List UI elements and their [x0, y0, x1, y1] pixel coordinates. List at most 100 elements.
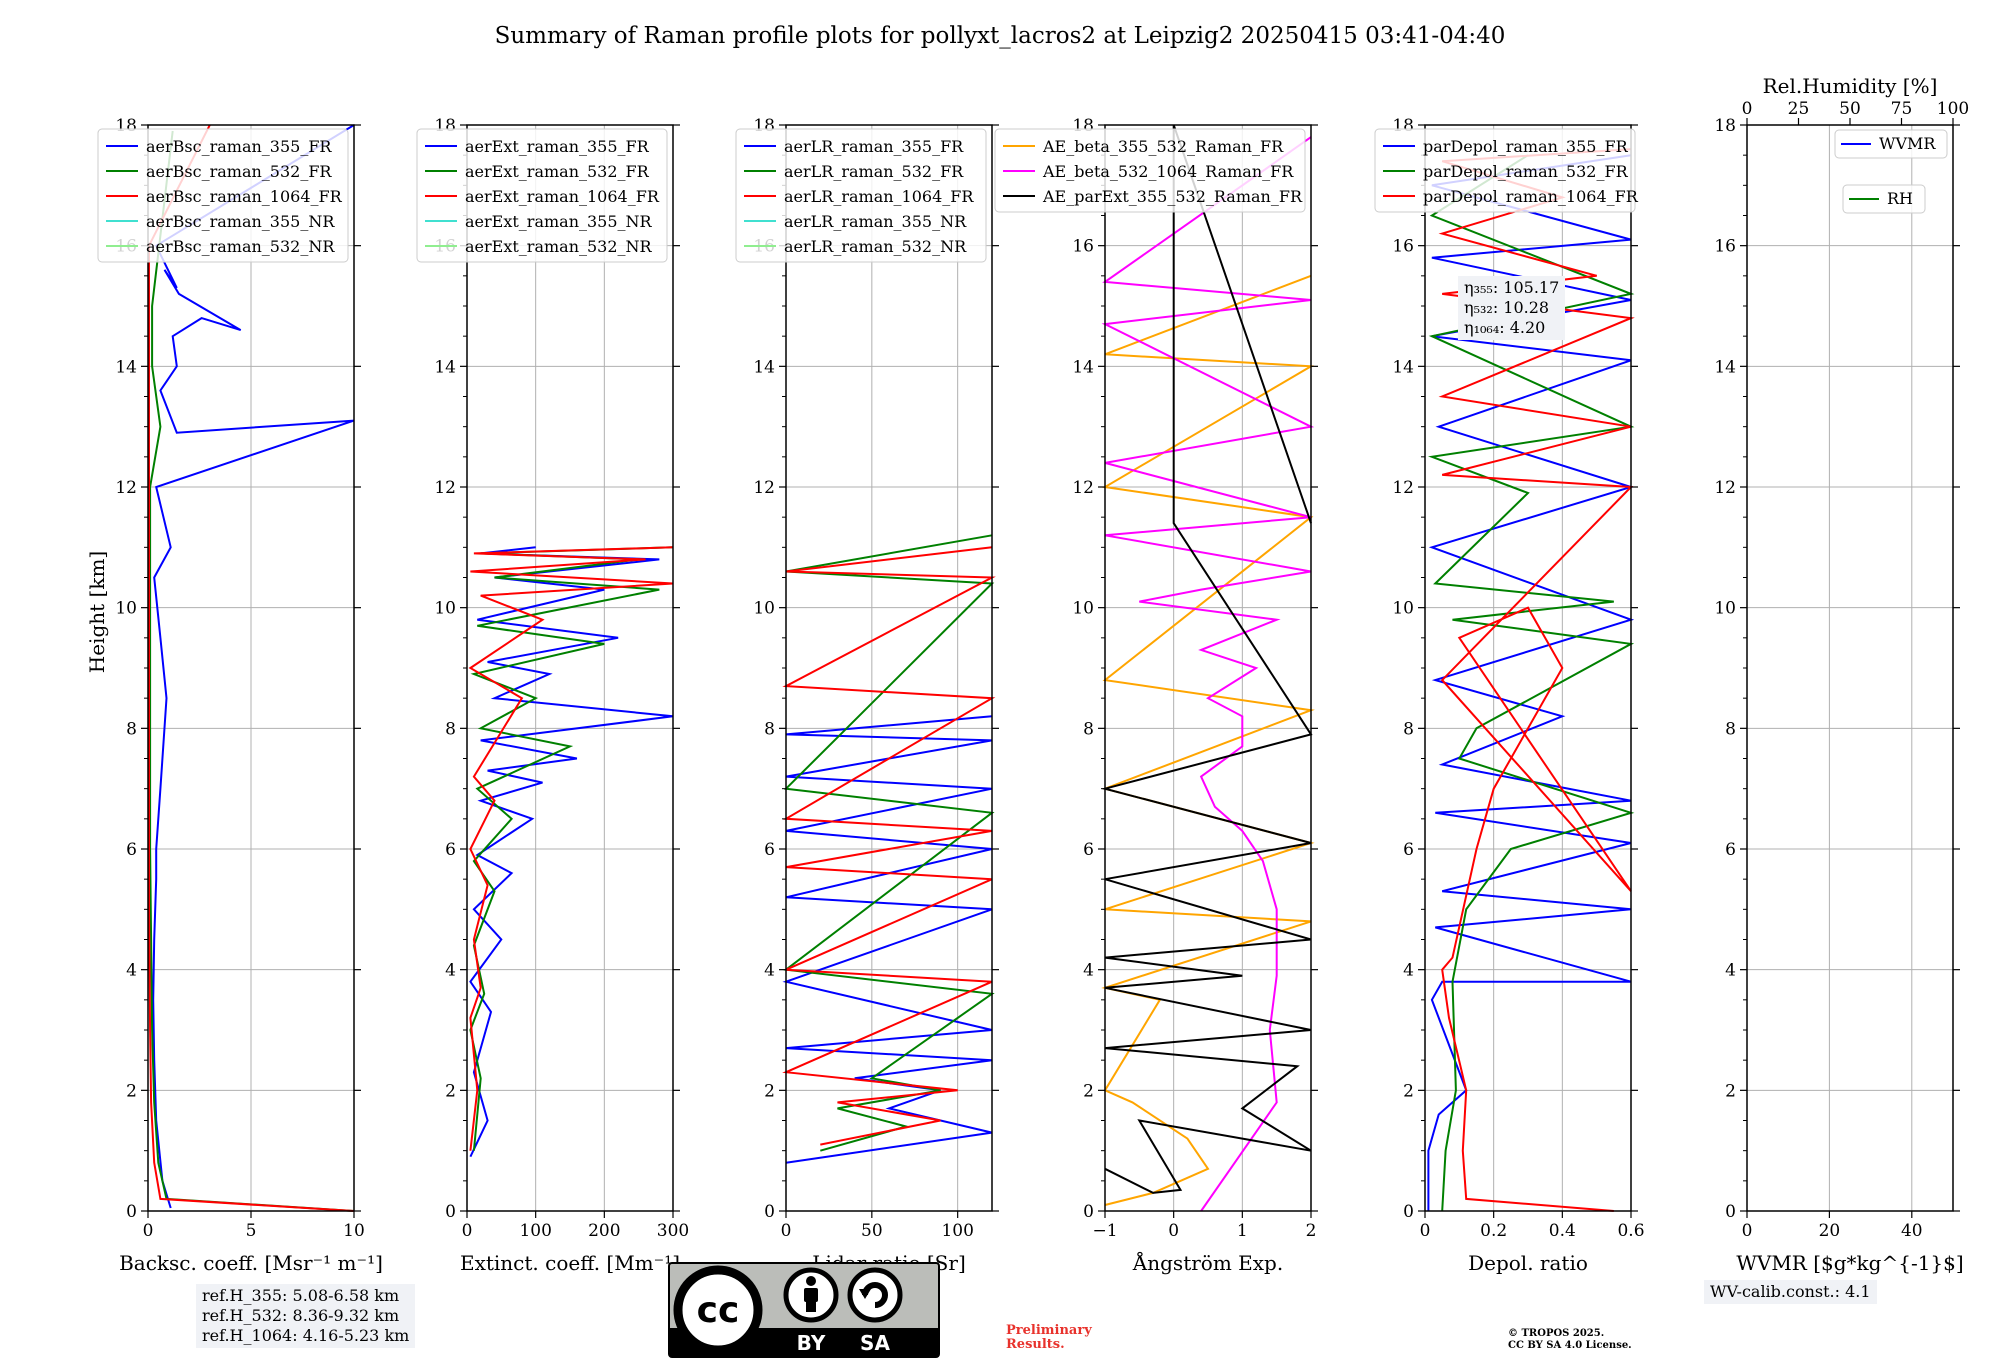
- ref-height-1064: ref.H_1064: 4.16-5.23 km: [202, 1326, 410, 1345]
- legend-label: aerExt_raman_355_NR: [465, 212, 653, 231]
- y-tick-label: 6: [1083, 840, 1094, 860]
- x-tick-label: 5: [246, 1221, 257, 1241]
- y-tick-label: 2: [1403, 1081, 1414, 1101]
- x-tick-label: 0.2: [1480, 1221, 1507, 1241]
- series-line: [1101, 274, 1315, 1206]
- ref-height-355: ref.H_355: 5.08-6.58 km: [202, 1286, 400, 1305]
- y-tick-label: 14: [434, 357, 456, 377]
- x-tick-label: 40: [1901, 1221, 1923, 1241]
- x-axis-label: WVMR [$g*kg^{-1}$]: [1736, 1251, 1963, 1275]
- copyright-note: © TROPOS 2025. CC BY SA 4.0 License.: [1508, 1328, 1632, 1352]
- legend: parDepol_raman_355_FR parDepol_raman_532_…: [1374, 128, 1639, 213]
- y-tick-label: 4: [1403, 961, 1414, 981]
- legend-wvmr: WVMR: [1834, 129, 1948, 159]
- y-tick-label: 8: [1083, 719, 1094, 739]
- y-tick-label: 4: [1725, 961, 1736, 981]
- y-tick-label: 12: [434, 478, 456, 498]
- y-tick-label: 10: [1392, 599, 1414, 619]
- y-tick-label: 8: [764, 719, 775, 739]
- y-tick-label: 6: [1725, 840, 1736, 860]
- legend: aerBsc_raman_355_FR aerBsc_raman_532_FRae…: [97, 128, 349, 263]
- legend-label: parDepol_raman_532_FR: [1423, 162, 1629, 181]
- by-label: BY: [797, 1331, 826, 1355]
- y-tick-label: 10: [1714, 599, 1736, 619]
- plot-frame: [1746, 124, 1954, 1212]
- x-tick-label: 10: [343, 1221, 365, 1241]
- y-tick-label: 0: [1083, 1202, 1094, 1222]
- panel-lidar-ratio: 050100024681012141618Lidar ratio [Sr]aer…: [735, 116, 999, 1275]
- series-line: [1101, 136, 1315, 1212]
- panel-backscatter: 0510024681012141618Backsc. coeff. [Msr⁻¹…: [97, 116, 383, 1275]
- legend-label: aerLR_raman_355_NR: [784, 212, 967, 231]
- x-tick-label: 100: [941, 1221, 973, 1241]
- legend-box: [1842, 184, 1926, 214]
- y-tick-label: 10: [115, 599, 137, 619]
- y-tick-label: 10: [753, 599, 775, 619]
- legend-label: aerExt_raman_1064_FR: [465, 187, 660, 206]
- x-tick-label: 2: [1306, 1221, 1317, 1241]
- eta-box: η₃₅₅: 105.17 η₅₃₂: 10.28 η₁₀₆₄: 4.20: [1458, 276, 1566, 340]
- legend-label: AE_beta_355_532_Raman_FR: [1042, 137, 1284, 156]
- x-axis-label: Extinct. coeff. [Mm⁻¹]: [460, 1251, 680, 1275]
- attribution-icon: [783, 1267, 839, 1323]
- legend-label: RH: [1887, 189, 1913, 208]
- x-axis-label: Ångström Exp.: [1132, 1250, 1283, 1275]
- legend-label: AE_parExt_355_532_Raman_FR: [1042, 187, 1303, 206]
- y-tick-label: 4: [1083, 961, 1094, 981]
- preliminary-line-1: Preliminary: [1006, 1323, 1092, 1338]
- panel-wvmr: 0 20 40 0 2 4 6 8 10 12 14 16 18 WVMR [$g*kg^{-1}$] 0 2…: [1714, 74, 1969, 1275]
- series-line: [782, 715, 993, 1164]
- y-tick-label: 10: [1072, 599, 1094, 619]
- share-alike-icon: [847, 1267, 903, 1323]
- legend-label: AE_beta_532_1064_Raman_FR: [1042, 162, 1294, 181]
- y-tick-label: 12: [1072, 478, 1094, 498]
- legend-label: aerBsc_raman_532_NR: [146, 237, 335, 256]
- y-tick-label: 0: [445, 1202, 456, 1222]
- y-tick-label: 0: [1725, 1202, 1736, 1222]
- x-tick-label: 0: [1168, 1221, 1179, 1241]
- y-tick-label: 0: [126, 1202, 137, 1222]
- cc-by-sa-logo: cc BY SA: [668, 1262, 940, 1358]
- y-tick-label: 6: [764, 840, 775, 860]
- x-tick-label: 200: [588, 1221, 620, 1241]
- legend-label: aerBsc_raman_355_NR: [146, 212, 335, 231]
- legend-box: [1834, 129, 1948, 159]
- legend: AE_beta_355_532_Raman_FR AE_beta_532_1064…: [994, 128, 1306, 213]
- legend-label: aerBsc_raman_532_FR: [146, 162, 332, 181]
- y-tick-label: 16: [1392, 237, 1414, 257]
- y-tick-label: 2: [1083, 1081, 1094, 1101]
- y-tick-label: 8: [1403, 719, 1414, 739]
- legend-box: [735, 128, 987, 263]
- series-line: [468, 546, 674, 1151]
- legend-box: [994, 128, 1306, 213]
- legend-label: aerLR_raman_532_FR: [784, 162, 964, 181]
- figure-title: Summary of Raman profile plots for polly…: [495, 23, 1506, 49]
- preliminary-note: Preliminary Results.: [1006, 1324, 1092, 1352]
- y-tick-label: 14: [753, 357, 775, 377]
- series-line: [469, 546, 674, 1151]
- wv-calib-const: WV-calib.const.: 4.1: [1710, 1282, 1871, 1301]
- legend-label: aerLR_raman_1064_FR: [784, 187, 974, 206]
- x2-axis-label: Rel.Humidity [%]: [1763, 74, 1938, 98]
- y-tick-label: 0: [1403, 1202, 1414, 1222]
- y-tick-label: 6: [126, 840, 137, 860]
- x2-tick-label: 100: [1937, 99, 1969, 119]
- legend-label: aerLR_raman_355_FR: [784, 137, 964, 156]
- legend-box: [416, 128, 668, 263]
- series-line: [782, 546, 996, 1146]
- x-axis-label: Depol. ratio: [1468, 1251, 1588, 1275]
- legend-label: aerExt_raman_355_FR: [465, 137, 650, 156]
- x-tick-label: 20: [1819, 1221, 1841, 1241]
- y-tick-label: 12: [1392, 478, 1414, 498]
- y-tick-label: 14: [1072, 357, 1094, 377]
- legend-label: aerExt_raman_532_NR: [465, 237, 653, 256]
- legend-label: parDepol_raman_355_FR: [1423, 137, 1629, 156]
- plot-frame: [785, 124, 993, 1212]
- x2-tick-label: 75: [1891, 99, 1913, 119]
- legend-label: aerLR_raman_532_NR: [784, 237, 967, 256]
- legend-box: [97, 128, 349, 263]
- legend-label: aerBsc_raman_355_FR: [146, 137, 332, 156]
- x-tick-label: 300: [657, 1221, 689, 1241]
